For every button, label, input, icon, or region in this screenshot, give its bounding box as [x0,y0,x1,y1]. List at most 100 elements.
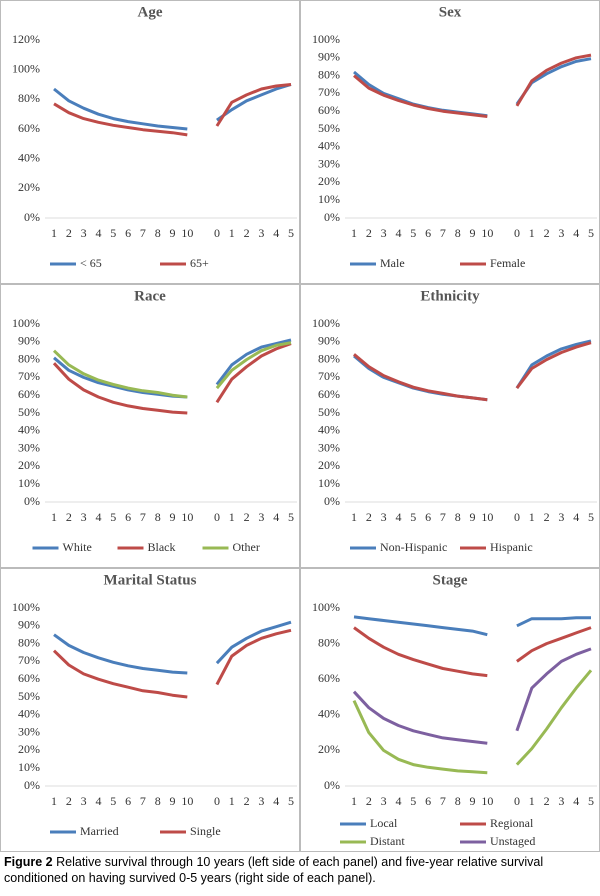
y-tick-label: 80% [318,351,340,365]
series-line [52,342,292,415]
series-line [352,647,592,745]
x-tick-label: 1 [351,510,357,524]
x-tick-label: 5 [110,226,116,240]
panel-border [0,284,300,568]
x-tick-label: 10 [181,226,193,240]
x-tick-label: 3 [258,226,264,240]
x-tick-label: 1 [529,510,535,524]
x-tick-label: 2 [66,794,72,808]
y-tick-label: 60% [18,671,40,685]
panel-title: Marital Status [104,572,197,588]
y-tick-label: 100% [312,600,340,614]
y-tick-label: 60% [18,121,40,135]
y-tick-label: 100% [312,32,340,46]
y-tick-label: 100% [12,61,40,75]
x-tick-label: 4 [395,510,401,524]
x-tick-label: 4 [273,794,279,808]
x-tick-label: 4 [395,226,401,240]
x-tick-label: 3 [81,794,87,808]
y-tick-label: 90% [18,618,40,632]
series-line [353,341,592,402]
x-tick-label: 3 [381,226,387,240]
y-tick-label: 70% [18,369,40,383]
x-tick-label: 7 [140,226,146,240]
y-tick-label: 90% [318,50,340,64]
y-tick-label: 40% [18,423,40,437]
y-tick-label: 80% [18,635,40,649]
series-line [353,53,592,118]
x-tick-label: 10 [181,794,193,808]
x-tick-label: 1 [351,226,357,240]
x-tick-label: 6 [125,794,131,808]
x-tick-label: 9 [470,794,476,808]
x-tick-label: 1 [351,794,357,808]
x-tick-label: 4 [273,226,279,240]
y-tick-label: 0% [24,494,40,508]
x-tick-label: 5 [110,510,116,524]
x-tick-label: 10 [181,510,193,524]
x-tick-label: 0 [214,510,220,524]
x-tick-label: 7 [440,226,446,240]
y-tick-label: 20% [18,742,40,756]
x-tick-label: 5 [288,510,294,524]
y-tick-label: 60% [18,387,40,401]
y-tick-label: 60% [318,103,340,117]
legend-label: < 65 [80,256,102,270]
x-tick-label: 9 [170,510,176,524]
x-tick-label: 2 [244,226,250,240]
x-tick-label: 3 [558,226,564,240]
x-tick-label: 2 [544,226,550,240]
x-tick-label: 7 [140,794,146,808]
x-tick-label: 5 [588,226,594,240]
series-line [52,628,292,699]
panel-title: Age [138,4,163,20]
x-tick-label: 2 [366,794,372,808]
legend-label: Regional [490,816,534,830]
y-tick-label: 60% [318,671,340,685]
y-tick-label: 40% [318,139,340,153]
y-tick-label: 50% [318,405,340,419]
y-tick-label: 0% [24,210,40,224]
y-tick-label: 0% [24,778,40,792]
x-tick-label: 0 [514,510,520,524]
x-tick-label: 4 [395,794,401,808]
x-tick-label: 1 [229,226,235,240]
panel-title: Stage [433,572,468,588]
y-tick-label: 10% [18,476,40,490]
series-line [52,341,292,399]
x-tick-label: 5 [410,226,416,240]
x-tick-label: 6 [425,226,431,240]
panel-title: Ethnicity [420,288,480,304]
panel-border [300,284,600,568]
y-tick-label: 90% [18,334,40,348]
panel-border [0,568,300,852]
legend-label: Distant [370,834,405,848]
x-tick-label: 4 [95,226,101,240]
x-tick-label: 8 [455,226,461,240]
panel-border [300,0,600,284]
panel-title: Race [134,288,166,304]
series-line [352,669,593,775]
y-tick-label: 0% [324,210,340,224]
y-tick-label: 70% [318,369,340,383]
x-tick-label: 2 [244,510,250,524]
y-tick-label: 80% [18,351,40,365]
legend-label: Hispanic [490,540,533,554]
legend-label: Single [190,824,221,838]
x-tick-label: 9 [470,226,476,240]
x-tick-label: 1 [229,794,235,808]
series-line [53,338,292,399]
x-tick-label: 7 [440,510,446,524]
x-tick-label: 5 [288,794,294,808]
x-tick-label: 3 [558,794,564,808]
x-tick-label: 5 [410,510,416,524]
y-tick-label: 20% [318,174,340,188]
x-tick-label: 10 [481,226,493,240]
x-tick-label: 10 [481,794,493,808]
legend-label: Male [380,256,405,270]
x-tick-label: 6 [425,510,431,524]
legend-label: Other [233,540,260,554]
legend-label: Unstaged [490,834,535,848]
